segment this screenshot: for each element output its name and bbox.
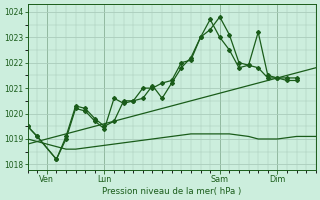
- X-axis label: Pression niveau de la mer( hPa ): Pression niveau de la mer( hPa ): [102, 187, 241, 196]
